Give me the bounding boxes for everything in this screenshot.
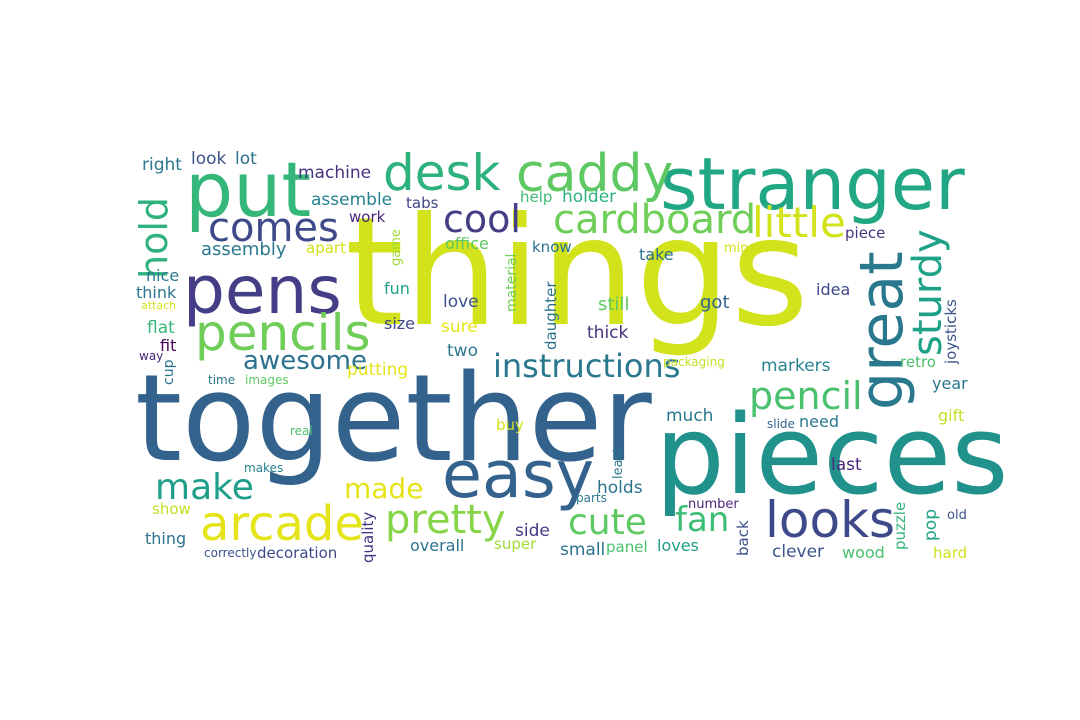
word-love: love [443, 292, 479, 312]
word-awesome: awesome [243, 346, 367, 376]
word-think: think [136, 283, 177, 302]
word-piece: piece [845, 224, 886, 242]
word-things: things [345, 186, 809, 360]
word-made: made [344, 472, 424, 505]
word-assemble: assemble [311, 190, 393, 210]
word-parts: parts [576, 491, 607, 505]
word-small: small [560, 540, 606, 560]
word-putting: putting [347, 360, 409, 380]
word-tabs: tabs [406, 194, 439, 212]
word-pieces: pieces [655, 391, 1009, 519]
word-attach: attach [141, 299, 177, 312]
word-gift: gift [938, 406, 965, 425]
word-minute: minute [724, 241, 770, 256]
word-markers: markers [761, 356, 831, 376]
word-loves: loves [657, 536, 699, 555]
word-old: old [947, 508, 967, 523]
word-puzzle: puzzle [891, 501, 909, 550]
word-nice: nice [146, 266, 180, 285]
word-arcade: arcade [200, 496, 364, 552]
word-hard: hard [933, 544, 968, 562]
word-clever: clever [772, 542, 825, 562]
word-size: size [384, 314, 416, 333]
word-game: game [389, 229, 404, 267]
word-put: put [185, 145, 312, 234]
word-comes: comes [208, 205, 339, 251]
word-together: together [135, 350, 652, 489]
word-work: work [349, 208, 386, 226]
word-daughter: daughter [542, 281, 560, 350]
word-take: take [639, 245, 674, 264]
word-fan: fan [675, 500, 730, 540]
word-least: least [611, 447, 626, 479]
word-wood: wood [842, 543, 885, 562]
word-cup: cup [161, 359, 177, 386]
word-thing: thing [145, 529, 187, 548]
word-last: last [831, 455, 862, 475]
word-show: show [152, 500, 191, 518]
word-idea: idea [816, 280, 851, 299]
word-fun: fun [384, 279, 410, 298]
word-flat: flat [147, 318, 175, 338]
word-little: little [752, 198, 846, 247]
word-office: office [445, 234, 489, 253]
word-lot: lot [235, 149, 257, 169]
word-look: look [191, 149, 227, 169]
word-got: got [700, 292, 730, 313]
word-cardboard: cardboard [553, 197, 757, 243]
word-holds: holds [597, 478, 643, 498]
word-slide: slide [767, 417, 795, 431]
word-packaging: packaging [663, 355, 725, 369]
word-material: material [504, 253, 520, 313]
word-sure: sure [441, 317, 478, 337]
word-still: still [598, 294, 630, 315]
word-buy: buy [496, 416, 524, 434]
word-joysticks: joysticks [942, 299, 960, 364]
word-correctly: correctly [204, 546, 257, 560]
word-cool: cool [443, 197, 521, 241]
word-back: back [734, 520, 752, 556]
word-super: super [494, 535, 537, 553]
word-way: way [139, 349, 164, 363]
word-pens: pens [183, 252, 342, 329]
word-much: much [666, 406, 714, 426]
word-know: know [532, 238, 572, 256]
word-time: time [208, 373, 236, 387]
word-caddy: caddy [516, 144, 674, 204]
word-panel: panel [606, 538, 648, 556]
word-make: make [155, 467, 254, 508]
word-desk: desk [383, 144, 501, 202]
word-overall: overall [410, 536, 465, 555]
word-help: help [520, 188, 553, 206]
word-quality: quality [359, 511, 377, 563]
word-pencil: pencil [749, 374, 863, 418]
word-year: year [932, 374, 968, 393]
word-assembly: assembly [201, 239, 287, 260]
word-stranger: stranger [660, 142, 965, 226]
word-easy: easy [442, 438, 595, 513]
word-number: number [688, 497, 739, 512]
word-holder: holder [562, 187, 617, 207]
word-need: need [799, 412, 839, 431]
word-thick: thick [587, 323, 629, 343]
word-apart: apart [306, 239, 346, 257]
word-decoration: decoration [257, 544, 338, 562]
word-pop: pop [921, 508, 941, 541]
word-machine: machine [298, 163, 372, 183]
word-fit: fit [160, 336, 177, 355]
word-pretty: pretty [385, 497, 506, 543]
word-cute: cute [568, 502, 647, 543]
word-two: two [447, 341, 478, 361]
word-images: images [245, 373, 289, 387]
word-right: right [142, 155, 182, 175]
word-makes: makes [244, 461, 284, 475]
word-side: side [515, 521, 550, 541]
word-retro: retro [900, 353, 936, 371]
word-looks: looks [765, 491, 896, 549]
word-pencils: pencils [195, 304, 371, 362]
word-instructions: instructions [493, 347, 681, 385]
word-real: real [290, 424, 313, 438]
